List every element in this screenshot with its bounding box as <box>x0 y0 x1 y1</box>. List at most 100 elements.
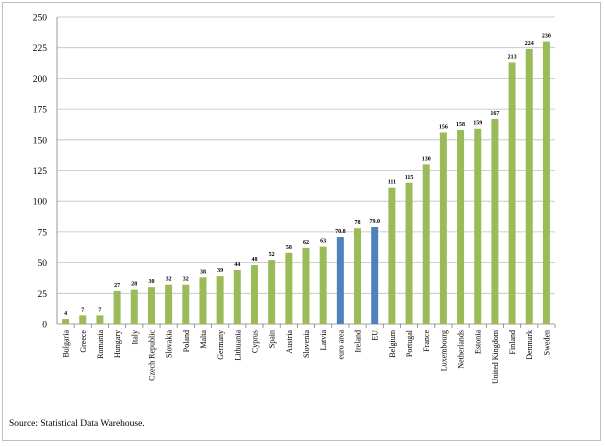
category-label: Czech Republic <box>147 330 156 381</box>
category-label: Spain <box>268 330 277 348</box>
data-label: 28 <box>131 282 137 288</box>
data-label: 27 <box>114 283 120 289</box>
data-label: 230 <box>542 34 551 40</box>
bar <box>525 48 533 324</box>
category-label: Bulgaria <box>62 330 71 358</box>
bar <box>165 284 173 324</box>
data-label: 111 <box>388 180 396 186</box>
bar <box>285 252 293 324</box>
data-label: 79.0 <box>369 219 380 225</box>
data-label: 63 <box>320 239 326 245</box>
bar <box>508 62 516 324</box>
data-label: 30 <box>148 279 154 285</box>
data-label: 44 <box>234 262 240 268</box>
data-label: 32 <box>166 277 172 283</box>
bar <box>354 228 362 324</box>
bar <box>371 226 379 324</box>
chart-frame <box>2 2 601 441</box>
bar <box>147 287 155 324</box>
category-label: Denmark <box>525 330 534 360</box>
y-tick-label: 0 <box>42 321 47 331</box>
bar <box>113 290 121 324</box>
category-label: Poland <box>182 330 191 352</box>
bar <box>182 284 190 324</box>
data-label: 78 <box>355 220 361 226</box>
category-label: Ireland <box>354 330 363 353</box>
bar <box>474 128 482 324</box>
y-tick-label: 225 <box>33 44 48 54</box>
bar <box>439 132 447 324</box>
category-label: Sweden <box>542 330 551 355</box>
bar <box>542 41 550 325</box>
bar <box>336 237 344 324</box>
data-label: 58 <box>286 245 292 251</box>
data-label: 4 <box>64 311 67 317</box>
bar <box>199 277 207 324</box>
category-label: Italy <box>130 330 139 345</box>
y-tick-label: 200 <box>33 75 48 85</box>
data-label: 156 <box>439 124 448 130</box>
category-label: Malta <box>199 330 208 349</box>
data-label: 7 <box>81 307 84 313</box>
y-tick-label: 150 <box>33 136 48 146</box>
bar <box>216 276 224 324</box>
category-label: Romania <box>96 330 105 359</box>
y-tick-label: 100 <box>33 198 48 208</box>
bar <box>405 182 413 324</box>
y-tick-label: 250 <box>33 14 48 24</box>
category-label: Slovenia <box>302 330 311 358</box>
data-label: 62 <box>303 240 309 246</box>
category-label: Lithuania <box>233 330 242 361</box>
source-note: Source: Statistical Data Warehouse. <box>9 419 145 429</box>
data-label: 48 <box>251 257 257 263</box>
data-label: 224 <box>525 41 534 47</box>
bar <box>457 129 465 324</box>
category-label: Netherlands <box>457 330 466 369</box>
bar <box>268 260 276 324</box>
category-label: Finland <box>508 330 517 354</box>
bar <box>79 315 87 324</box>
data-label: 52 <box>269 252 275 258</box>
bar <box>491 118 499 324</box>
bar <box>388 187 396 324</box>
y-tick-label: 75 <box>38 228 48 238</box>
category-label: Slovakia <box>165 330 174 358</box>
bar <box>422 164 430 324</box>
y-tick-label: 50 <box>38 259 48 269</box>
data-label: 158 <box>456 122 465 128</box>
y-tick-label: 125 <box>33 167 48 177</box>
data-label: 167 <box>490 111 499 117</box>
data-label: 39 <box>217 268 223 274</box>
category-label: Hungary <box>113 330 122 358</box>
data-label: 70.8 <box>335 229 346 235</box>
bar <box>130 289 138 324</box>
bar <box>233 269 241 324</box>
category-label: Greece <box>79 330 88 353</box>
y-tick-label: 25 <box>38 290 48 300</box>
y-tick-label: 175 <box>33 106 48 116</box>
category-label: Germany <box>216 330 225 360</box>
data-label: 130 <box>422 156 431 162</box>
category-label: Luxembourg <box>439 330 448 371</box>
data-label: 159 <box>473 121 482 127</box>
category-label: Estonia <box>474 330 483 354</box>
bar <box>250 265 258 324</box>
data-label: 32 <box>183 277 189 283</box>
category-label: Latvia <box>319 330 328 351</box>
bar <box>302 247 310 324</box>
data-label: 7 <box>98 307 101 313</box>
category-label: EU <box>371 330 380 341</box>
category-label: euro area <box>336 330 345 360</box>
data-label: 38 <box>200 269 206 275</box>
category-label: Belgium <box>388 329 397 357</box>
bar <box>319 246 327 324</box>
bar <box>96 315 104 324</box>
bar <box>62 319 70 324</box>
category-label: France <box>422 330 431 352</box>
category-label: Austria <box>285 330 294 354</box>
category-label: Cyprus <box>250 330 259 353</box>
category-label: Portugal <box>405 329 414 357</box>
data-label: 115 <box>405 175 414 181</box>
category-label: United Kingdom <box>491 329 500 384</box>
